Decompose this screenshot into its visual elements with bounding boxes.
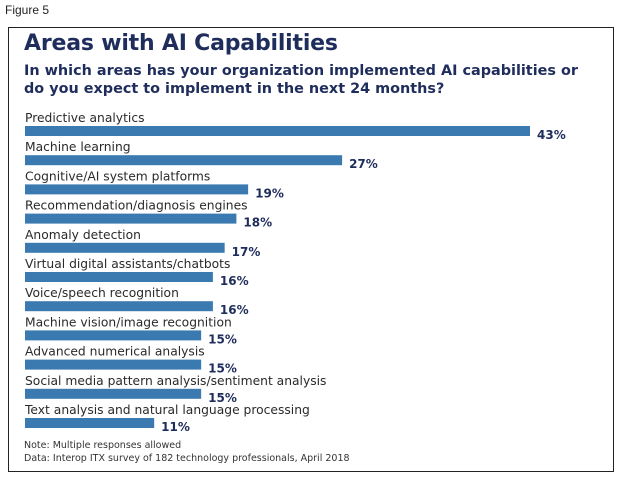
bar-row: Predictive analytics 43% [25, 111, 566, 142]
value-label: 16% [220, 274, 249, 288]
chart-note: Note: Multiple responses allowed [24, 440, 182, 451]
category-label: Recommendation/diagnosis engines [25, 199, 248, 213]
category-label: Text analysis and natural language proce… [24, 403, 310, 417]
bar [25, 330, 202, 341]
value-label: 15% [208, 391, 237, 405]
bar [25, 359, 202, 370]
bar-row: Recommendation/diagnosis engines 18% [25, 199, 272, 230]
category-label: Social media pattern analysis/sentiment … [25, 374, 326, 388]
chart-data-source: Data: Interop ITX survey of 182 technolo… [24, 453, 350, 464]
bar [25, 242, 225, 253]
bar [25, 155, 343, 166]
chart-title: Areas with AI Capabilities [24, 31, 338, 56]
bar-row: Text analysis and natural language proce… [24, 403, 310, 434]
category-label: Voice/speech recognition [25, 286, 179, 300]
value-label: 17% [232, 245, 261, 259]
bar-row: Social media pattern analysis/sentiment … [25, 374, 326, 405]
category-label: Virtual digital assistants/chatbots [25, 257, 230, 271]
value-label: 16% [220, 303, 249, 317]
figure-label: Figure 5 [5, 3, 50, 17]
bar-row: Voice/speech recognition 16% [25, 286, 249, 317]
category-label: Advanced numerical analysis [25, 345, 205, 359]
category-label: Predictive analytics [25, 111, 145, 125]
bar [25, 126, 530, 136]
bar [25, 388, 202, 399]
chart-subtitle: In which areas has your organization imp… [24, 63, 578, 97]
bar-row: Cognitive/AI system platforms 19% [25, 169, 284, 200]
bar [25, 418, 155, 428]
value-label: 27% [349, 157, 378, 171]
category-label: Anomaly detection [25, 228, 141, 242]
category-label: Machine vision/image recognition [25, 315, 232, 329]
value-label: 15% [208, 362, 237, 376]
bar [25, 184, 249, 195]
bar [25, 301, 213, 312]
bar [25, 213, 237, 224]
value-label: 11% [161, 420, 190, 434]
value-label: 18% [243, 216, 272, 230]
value-label: 19% [255, 186, 284, 200]
bar-row: Virtual digital assistants/chatbots 16% [25, 257, 249, 288]
category-label: Cognitive/AI system platforms [25, 169, 210, 183]
chart-frame [8, 27, 614, 472]
bar-row: Machine learning 27% [25, 140, 378, 171]
category-label: Machine learning [25, 140, 131, 154]
bar-row: Machine vision/image recognition 15% [25, 315, 237, 346]
value-label: 15% [208, 332, 237, 346]
bar [25, 272, 213, 282]
bar-row: Anomaly detection 17% [25, 228, 260, 259]
value-label: 43% [537, 128, 566, 142]
